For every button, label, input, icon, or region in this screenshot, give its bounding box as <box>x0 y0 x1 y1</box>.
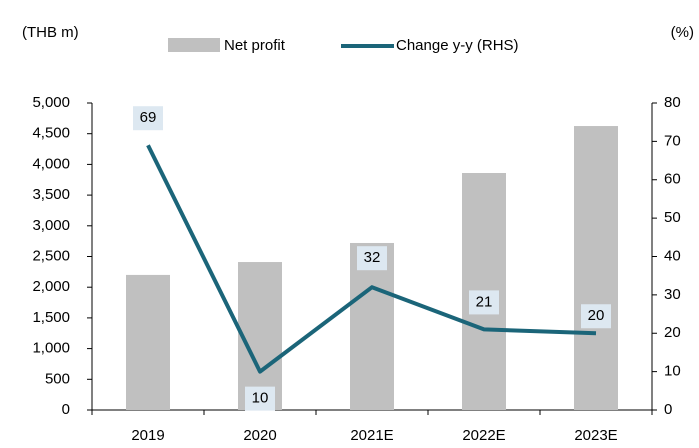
data-label: 10 <box>252 390 269 407</box>
x-tick-label: 2020 <box>243 427 276 444</box>
data-label-box <box>357 246 387 271</box>
y-tick-label: 1,000 <box>32 340 70 357</box>
y2-tick-label: 30 <box>664 286 681 303</box>
data-label-box <box>581 304 611 329</box>
bar <box>574 126 618 411</box>
left-axis-label: (THB m) <box>22 24 79 41</box>
y-tick-label: 4,500 <box>32 125 70 142</box>
y-tick-label: 0 <box>62 401 70 418</box>
bar <box>126 274 170 410</box>
x-tick-label: 2022E <box>462 427 505 444</box>
y-tick-label: 5,000 <box>32 94 70 111</box>
data-label: 32 <box>364 249 381 266</box>
bar <box>238 262 282 410</box>
y2-tick-label: 10 <box>664 363 681 380</box>
x-tick-label: 2023E <box>574 427 617 444</box>
data-label: 69 <box>140 109 157 126</box>
line <box>146 144 597 374</box>
legend-label: Change y-y (RHS) <box>396 37 519 54</box>
y-tick-label: 1,500 <box>32 309 70 326</box>
y-tick-label: 2,000 <box>32 278 70 295</box>
y2-tick-label: 70 <box>664 132 681 149</box>
bar <box>350 242 394 410</box>
y-tick-label: 3,500 <box>32 186 70 203</box>
y-tick-label: 2,500 <box>32 247 70 264</box>
y2-tick-label: 20 <box>664 324 681 341</box>
y-tick-label: 3,000 <box>32 217 70 234</box>
x-tick-label: 2021E <box>350 427 393 444</box>
data-label-box <box>469 290 499 315</box>
y2-tick-label: 60 <box>664 171 681 188</box>
data-label-box <box>245 386 275 411</box>
y-tick-label: 500 <box>45 370 70 387</box>
x-tick-label: 2019 <box>131 427 164 444</box>
y-tick-label: 4,000 <box>32 155 70 172</box>
right-axis-label: (%) <box>671 24 694 41</box>
y2-tick-label: 0 <box>664 401 672 418</box>
y2-tick-label: 80 <box>664 94 681 111</box>
data-label-box <box>133 106 163 131</box>
y2-tick-label: 40 <box>664 247 681 264</box>
legend-label: Net profit <box>224 37 286 54</box>
y2-tick-label: 50 <box>664 209 681 226</box>
legend-swatch <box>168 38 220 52</box>
data-label: 21 <box>476 293 493 310</box>
data-label: 20 <box>588 307 605 324</box>
